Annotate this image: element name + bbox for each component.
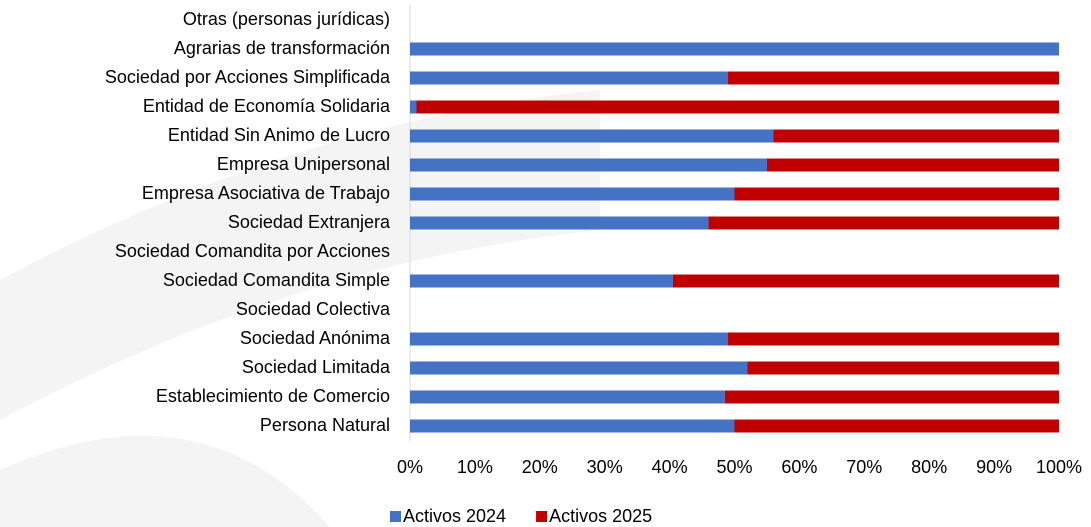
y-tick-label: Otras (personas jurídicas) bbox=[183, 9, 390, 29]
bar-segment bbox=[410, 129, 774, 143]
bar-segment bbox=[672, 274, 1059, 288]
x-tick-label: 50% bbox=[716, 457, 752, 477]
legend-label: Activos 2025 bbox=[549, 506, 652, 526]
legend-swatch bbox=[536, 511, 548, 522]
bar-segment bbox=[410, 187, 735, 201]
x-tick-label: 0% bbox=[397, 457, 423, 477]
y-tick-label: Persona Natural bbox=[260, 415, 390, 435]
legend-swatch bbox=[390, 511, 401, 522]
y-tick-label: Sociedad por Acciones Simplificada bbox=[105, 67, 391, 87]
bar-segment bbox=[410, 274, 673, 288]
legend-label: Activos 2024 bbox=[403, 506, 506, 526]
y-tick-label: Sociedad Extranjera bbox=[228, 212, 391, 232]
x-tick-label: 70% bbox=[846, 457, 882, 477]
bar-segment bbox=[766, 158, 1059, 172]
bar-segment bbox=[773, 129, 1059, 143]
x-tick-label: 60% bbox=[781, 457, 817, 477]
y-tick-label: Empresa Unipersonal bbox=[217, 154, 390, 174]
x-tick-label: 30% bbox=[587, 457, 623, 477]
bar-segment bbox=[410, 216, 709, 230]
background-swoosh bbox=[0, 435, 330, 527]
background-swoosh bbox=[0, 90, 600, 420]
bar-segment bbox=[410, 332, 729, 346]
bar-segment bbox=[728, 71, 1059, 85]
bar-segment bbox=[724, 390, 1059, 404]
bar-segment bbox=[410, 71, 729, 85]
bar-segment bbox=[410, 390, 725, 404]
y-tick-label: Sociedad Comandita por Acciones bbox=[115, 241, 390, 261]
bar-segment bbox=[416, 100, 1059, 114]
bar-segment bbox=[728, 332, 1059, 346]
bar-segment bbox=[410, 100, 417, 114]
bar-segment bbox=[708, 216, 1059, 230]
x-tick-label: 10% bbox=[457, 457, 493, 477]
y-tick-label: Agrarias de transformación bbox=[174, 38, 390, 58]
y-tick-label: Establecimiento de Comercio bbox=[156, 386, 390, 406]
y-tick-label: Entidad de Economía Solidaria bbox=[143, 96, 391, 116]
y-tick-label: Sociedad Anónima bbox=[240, 328, 391, 348]
x-tick-label: 90% bbox=[976, 457, 1012, 477]
bar-segment bbox=[747, 361, 1059, 375]
bar-segment bbox=[410, 361, 748, 375]
bar-segment bbox=[734, 187, 1059, 201]
x-tick-label: 100% bbox=[1036, 457, 1082, 477]
bar-segment bbox=[410, 42, 1059, 56]
x-tick-label: 80% bbox=[911, 457, 947, 477]
y-tick-label: Entidad Sin Animo de Lucro bbox=[168, 125, 390, 145]
y-tick-label: Sociedad Colectiva bbox=[236, 299, 391, 319]
y-tick-label: Sociedad Limitada bbox=[242, 357, 391, 377]
bar-segment bbox=[410, 158, 767, 172]
y-tick-label: Empresa Asociativa de Trabajo bbox=[142, 183, 390, 203]
y-tick-label: Sociedad Comandita Simple bbox=[163, 270, 390, 290]
bar-segment bbox=[410, 419, 735, 433]
bar-segment bbox=[734, 419, 1059, 433]
x-tick-label: 40% bbox=[652, 457, 688, 477]
x-tick-label: 20% bbox=[522, 457, 558, 477]
